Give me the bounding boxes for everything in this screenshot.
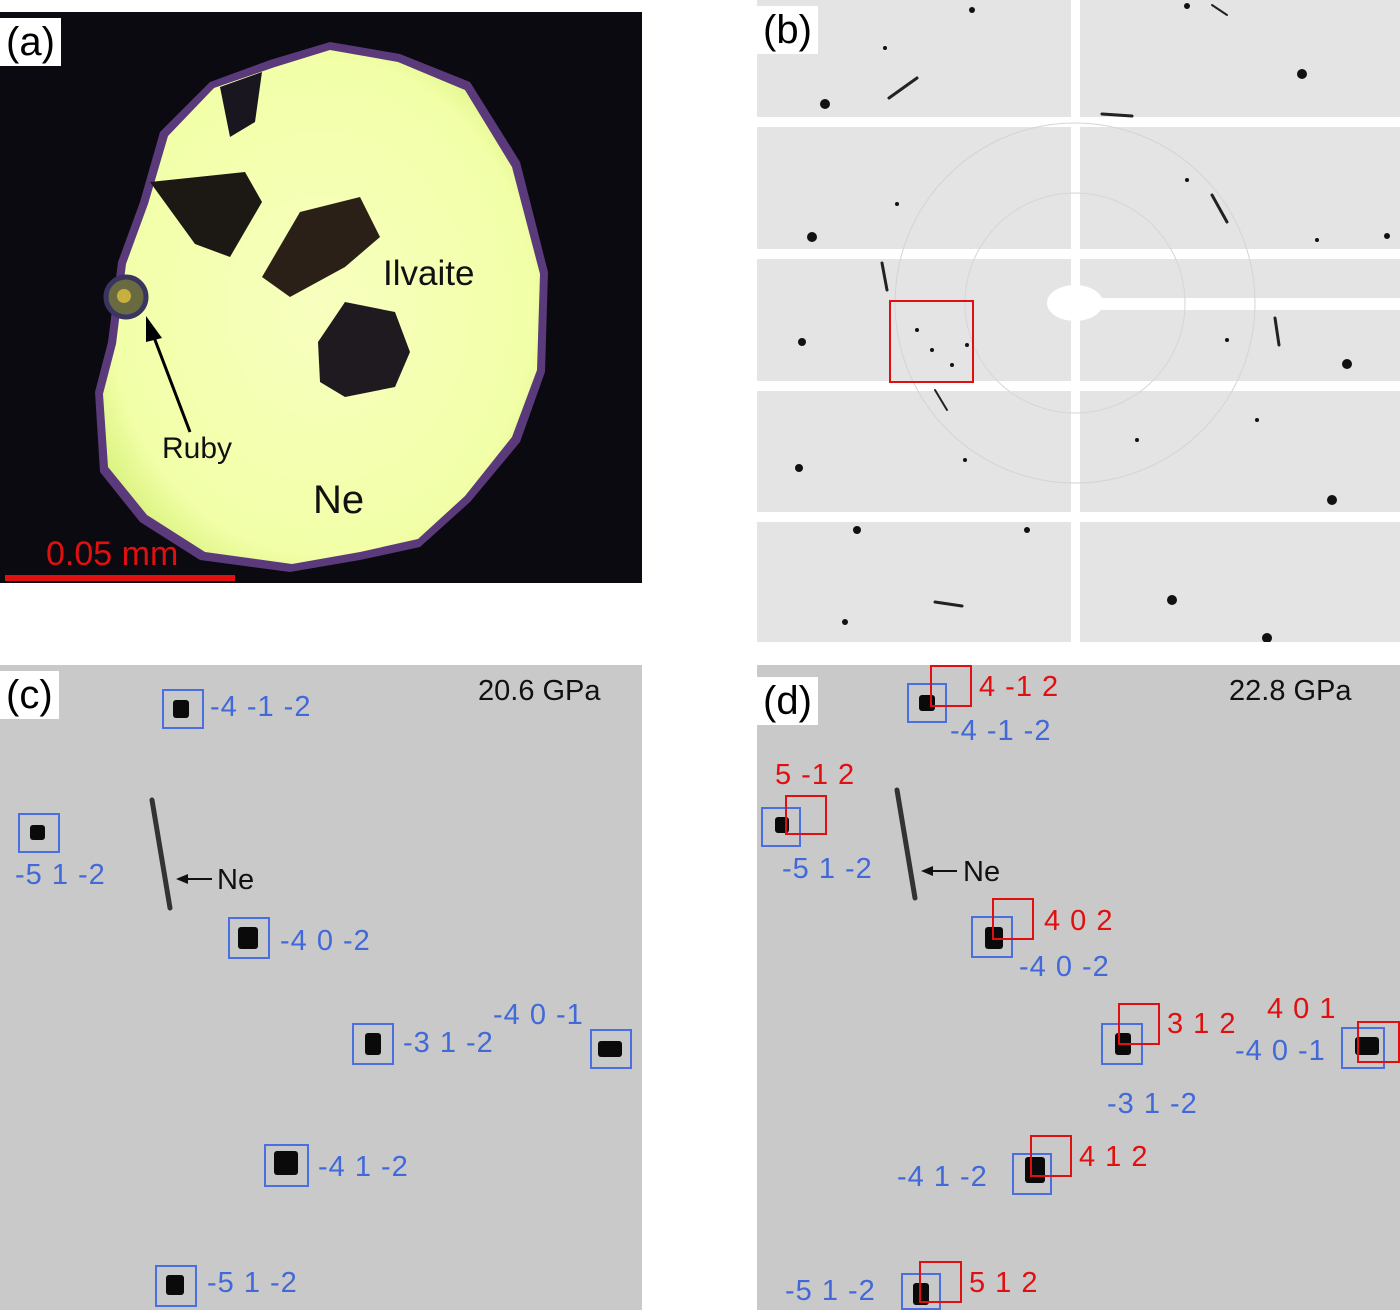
panel-label-b: (b) xyxy=(757,6,818,54)
reflection-box xyxy=(228,917,270,959)
sample-chamber-image xyxy=(5,42,548,581)
ne-label-d: Ne xyxy=(963,856,1001,888)
reflection-label: -5 1 -2 xyxy=(782,853,873,885)
panel-b-diffraction: (b) xyxy=(757,0,1400,642)
selection-box xyxy=(889,300,974,383)
reflection-label: -4 1 -2 xyxy=(897,1161,988,1193)
reflection-box xyxy=(1357,1021,1400,1063)
reflection-box xyxy=(761,807,801,847)
reflection-label: -3 1 -2 xyxy=(403,1027,494,1059)
panel-label-c: (c) xyxy=(0,671,59,719)
reflection-label: 3 1 2 xyxy=(1167,1008,1237,1040)
scale-bar-label: 0.05 mm xyxy=(46,535,179,573)
reflection-box xyxy=(907,683,947,723)
reflection-label: 4 0 2 xyxy=(1044,905,1114,937)
pressure-label-c: 20.6 GPa xyxy=(478,675,601,707)
reflection-box xyxy=(590,1029,632,1069)
reflection-label: -4 0 -1 xyxy=(1235,1035,1326,1067)
panel-label-d: (d) xyxy=(757,677,818,725)
panel-c-zoom: (c) 20.6 GPa Ne -4 -1 -2 -5 1 -2 -4 0 -2… xyxy=(0,665,642,1310)
inclusion-1 xyxy=(150,172,262,257)
reflection-label: 5 -1 2 xyxy=(775,759,856,791)
reflection-box xyxy=(1341,1027,1385,1069)
reflection-label: -4 1 -2 xyxy=(318,1151,409,1183)
ne-arrow xyxy=(176,874,188,884)
reflection-label: -4 0 -2 xyxy=(280,925,371,957)
pressure-label-d: 22.8 GPa xyxy=(1229,675,1352,707)
ne-arrow xyxy=(921,866,933,876)
reflection-box xyxy=(352,1023,394,1065)
reflection-box xyxy=(1030,1135,1072,1177)
ne-streak xyxy=(149,797,173,911)
label-ilvaite: Ilvaite xyxy=(383,254,475,293)
reflection-box xyxy=(901,1273,941,1310)
arrow-to-ruby xyxy=(146,316,162,342)
panel-label-a: (a) xyxy=(0,18,61,66)
reflection-label: -4 -1 -2 xyxy=(950,715,1052,747)
reflection-label: 4 1 2 xyxy=(1079,1141,1149,1173)
reflection-box xyxy=(18,813,60,853)
reflection-label: -4 -1 -2 xyxy=(210,691,312,723)
inclusion-2 xyxy=(262,197,380,297)
reflection-label: -3 1 -2 xyxy=(1107,1088,1198,1120)
reflection-box xyxy=(264,1144,309,1187)
reflection-box xyxy=(785,795,827,835)
reflection-box xyxy=(992,898,1034,940)
reflection-box xyxy=(162,689,204,729)
reflection-box xyxy=(1118,1003,1160,1045)
panel-a-micrograph: (a) Ilvaite Ruby Ne 0.05 mm xyxy=(0,12,642,583)
scale-bar xyxy=(5,575,235,581)
ne-streak xyxy=(894,787,918,901)
reflection-label: -5 1 -2 xyxy=(207,1267,298,1299)
reflection-label: -4 0 -1 xyxy=(493,999,584,1031)
label-ruby: Ruby xyxy=(162,432,233,465)
reflection-label: -4 0 -2 xyxy=(1019,951,1110,983)
detector-image xyxy=(757,0,1400,642)
panel-d-zoom: (d) 22.8 GPa Ne 4 -1 2 -4 -1 -2 5 -1 2 -… xyxy=(757,665,1400,1310)
reflection-box xyxy=(930,665,972,707)
reflection-label: -5 1 -2 xyxy=(785,1275,876,1307)
inclusion-3 xyxy=(318,302,410,397)
reflection-box xyxy=(1012,1153,1052,1195)
reflection-box xyxy=(155,1265,197,1307)
ne-label-c: Ne xyxy=(217,864,255,896)
reflection-label: 4 0 1 xyxy=(1267,993,1337,1025)
reflection-label: 4 -1 2 xyxy=(979,671,1060,703)
reflection-box xyxy=(919,1261,962,1303)
label-ne: Ne xyxy=(313,478,365,522)
reflection-label: -5 1 -2 xyxy=(15,859,106,891)
reflection-label: 5 1 2 xyxy=(969,1267,1039,1299)
